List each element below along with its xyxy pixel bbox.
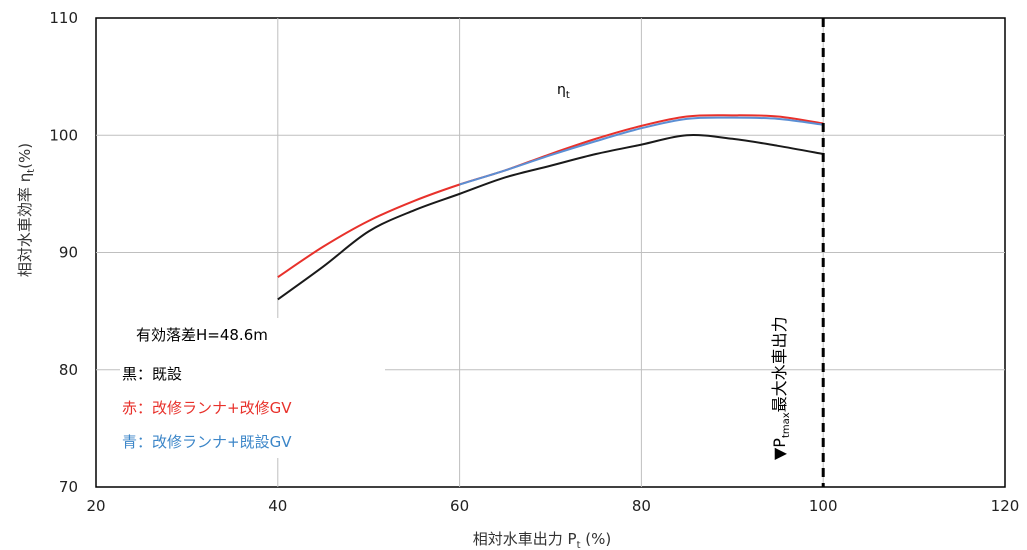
x-tick-label: 120 xyxy=(991,497,1020,515)
max-output-label: ▼Ptmax最大水車出力 xyxy=(770,316,792,460)
y-tick-label: 100 xyxy=(49,126,78,144)
head-annotation: 有効落差H=48.6m xyxy=(136,326,268,344)
y-axis-title: 相対水車効率 ηt(%) xyxy=(16,143,37,277)
y-tick-label: 70 xyxy=(59,478,78,496)
x-axis-title: 相対水車出力 Pt (%) xyxy=(473,530,611,550)
legend-black: 黒：既設 xyxy=(122,365,182,383)
tick-labels: 20 40 60 80 100 120 70 80 90 100 110 xyxy=(49,9,1019,515)
legend-red: 赤：改修ランナ+改修GV xyxy=(122,399,292,417)
y-tick-label: 90 xyxy=(59,244,78,262)
series-line-1 xyxy=(277,114,824,278)
series-line-0 xyxy=(277,134,824,301)
y-tick-label: 80 xyxy=(59,361,78,379)
eta-series-label: ηt xyxy=(557,82,570,101)
x-tick-label: 80 xyxy=(632,497,651,515)
legend-blue: 青：改修ランナ+既設GV xyxy=(122,433,292,451)
series-line-2 xyxy=(459,116,824,186)
x-tick-label: 20 xyxy=(86,497,105,515)
x-tick-label: 60 xyxy=(450,497,469,515)
x-tick-label: 40 xyxy=(268,497,287,515)
legend-background xyxy=(120,318,385,458)
series-lines xyxy=(277,114,824,301)
y-tick-label: 110 xyxy=(49,9,78,27)
x-tick-label: 100 xyxy=(809,497,838,515)
